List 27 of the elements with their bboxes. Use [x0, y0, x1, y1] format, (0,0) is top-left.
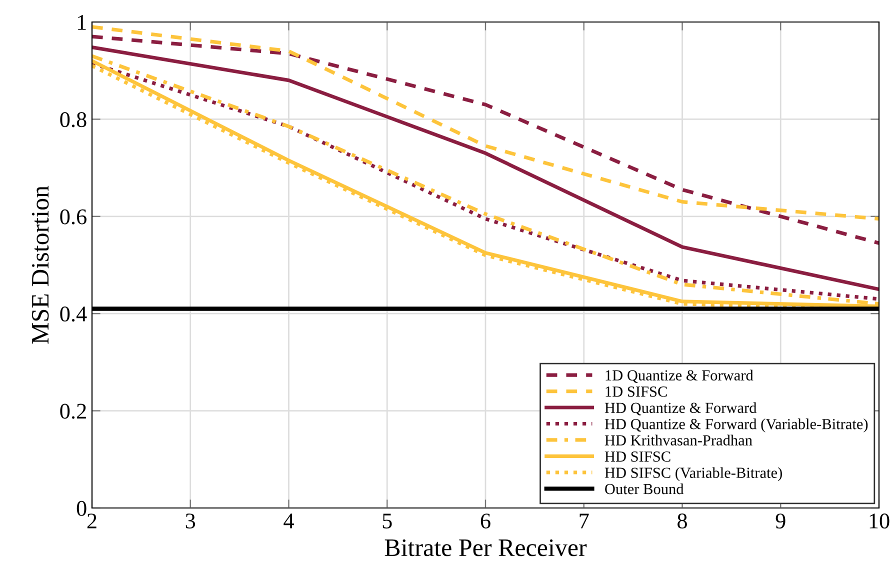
legend-label: HD Quantize & Forward (Variable-Bitrate)	[604, 418, 868, 432]
x-tick-label: 3	[186, 514, 196, 528]
x-tick-label: 7	[580, 514, 589, 528]
y-tick-label: 0.6	[60, 209, 86, 224]
x-tick-label: 9	[776, 514, 786, 528]
line-series	[92, 25, 879, 221]
x-tick-label: 8	[678, 514, 687, 528]
y-tick-label: 1	[78, 15, 86, 30]
x-tick-label: 2	[87, 514, 96, 528]
legend-label: HD Quantize & Forward	[604, 402, 757, 416]
line-series	[92, 34, 879, 245]
legend-label: HD SIFSC	[604, 451, 670, 462]
legend-label: Outer Bound	[605, 483, 684, 494]
x-axis-title: Bitrate Per Receiver	[384, 539, 587, 556]
x-tick-label: 10	[870, 514, 890, 528]
legend-label: HD Krithvasan-Pradhan	[604, 434, 752, 446]
y-tick-label: 0	[76, 500, 86, 516]
y-tick-label: 0.4	[60, 306, 87, 322]
y-tick-label: 0.2	[60, 404, 86, 419]
x-tick-label: 6	[480, 514, 490, 528]
legend-label: 1D SIFSC	[606, 386, 667, 397]
legend-label: 1D Quantize & Forward	[606, 370, 754, 383]
x-tick-label: 5	[382, 514, 392, 528]
y-tick-label: 0.8	[60, 112, 86, 128]
y-axis-title: MSE Distortion	[32, 186, 49, 344]
legend-label: HD SIFSC (Variable-Bitrate)	[604, 467, 782, 482]
x-tick-label: 4	[284, 514, 294, 528]
